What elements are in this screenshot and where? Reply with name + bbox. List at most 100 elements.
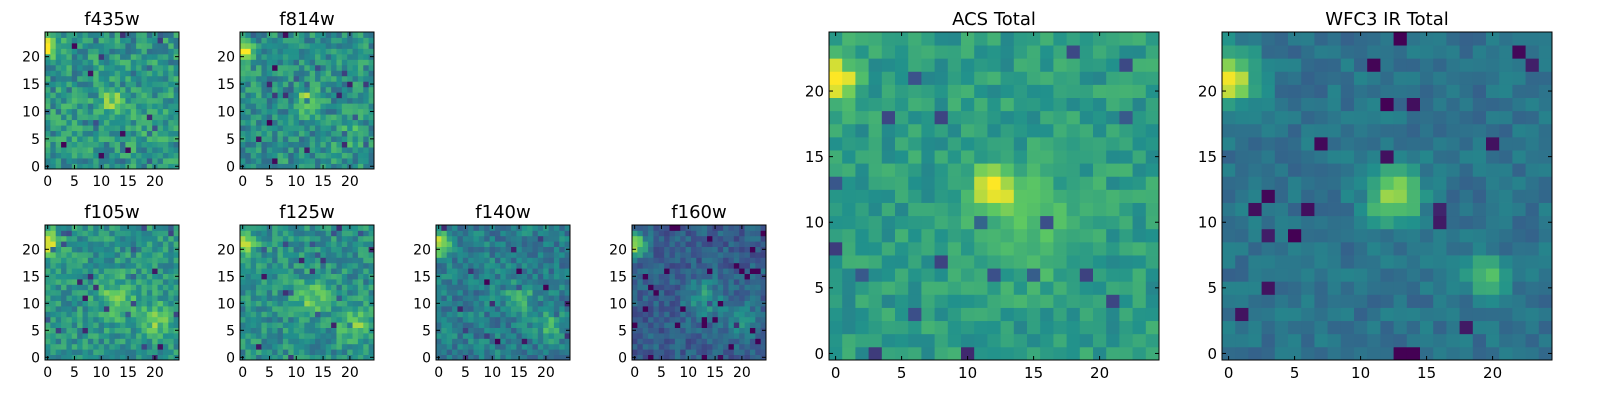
heatmap-cell (45, 322, 51, 328)
heatmap-cell (1000, 32, 1015, 46)
heatmap-cell (717, 289, 724, 296)
heatmap-cell (974, 71, 988, 85)
heatmap-cell (446, 262, 453, 269)
heatmap-cell (245, 289, 252, 296)
heatmap-cell (55, 147, 62, 153)
heatmap-cell (669, 354, 676, 361)
heatmap-cell (309, 252, 316, 258)
heatmap-cell (347, 136, 353, 142)
heatmap-cell (1132, 97, 1147, 112)
heatmap-cell (103, 289, 110, 296)
heatmap-cell (537, 268, 544, 274)
heatmap-cell (1301, 268, 1315, 282)
heatmap-cell (1274, 333, 1289, 348)
heatmap-cell (168, 268, 175, 274)
heatmap-cell (1288, 307, 1302, 322)
heatmap-cell (71, 327, 78, 334)
heatmap-cell (261, 262, 268, 269)
heatmap-cell (755, 235, 762, 242)
heatmap-cell (250, 311, 257, 318)
heatmap-cell (309, 295, 316, 301)
heatmap-cell (1525, 268, 1540, 282)
heatmap-cell (707, 289, 713, 296)
heatmap-cell (157, 311, 164, 318)
heatmap-cell (755, 327, 762, 334)
heatmap-cell (98, 279, 105, 285)
heatmap-cell (733, 284, 740, 291)
heatmap-cell (1119, 163, 1133, 177)
heatmap-cell (637, 225, 644, 231)
heatmap-cell (304, 295, 311, 301)
heatmap-cell (152, 262, 158, 269)
heatmap-cell (494, 279, 501, 285)
heatmap-cell (543, 273, 549, 280)
heatmap-cell (352, 108, 359, 115)
heatmap-cell (642, 246, 649, 253)
heatmap-cell (245, 311, 252, 318)
heatmap-cell (109, 86, 116, 93)
heatmap-cell (1393, 176, 1408, 190)
heatmap-cell (245, 152, 252, 159)
heatmap-cell (157, 158, 164, 164)
heatmap-cell (336, 273, 343, 280)
heatmap-cell (895, 45, 909, 59)
heatmap-cell (61, 295, 67, 301)
heatmap-cell (77, 311, 83, 318)
heatmap-cell (680, 333, 686, 339)
heatmap-cell (272, 306, 278, 312)
heatmap-cell (446, 284, 453, 291)
heatmap-cell (842, 123, 856, 138)
heatmap-cell (494, 273, 501, 280)
heatmap-cell (961, 320, 975, 335)
heatmap-cell (347, 75, 353, 82)
heatmap-cell (1066, 58, 1081, 72)
heatmap-cell (277, 257, 284, 264)
heatmap-cell (87, 349, 94, 355)
heatmap-cell (331, 343, 337, 350)
heatmap-cell (325, 311, 332, 318)
heatmap-cell (331, 86, 337, 93)
heatmap-cell (152, 59, 158, 66)
heatmap-cell (527, 225, 533, 231)
heatmap-cell (680, 273, 686, 280)
heatmap-cell (1446, 281, 1460, 295)
heatmap-cell (1040, 307, 1054, 322)
heatmap-cell (1093, 189, 1107, 203)
heatmap-cell (468, 268, 474, 274)
heatmap-cell (1119, 84, 1133, 98)
heatmap-cell (352, 273, 359, 280)
heatmap-cell (1327, 281, 1342, 295)
heatmap-cell (82, 53, 89, 60)
heatmap-cell (66, 235, 73, 242)
heatmap-cell (352, 295, 359, 301)
heatmap-cell (304, 343, 311, 350)
heatmap-cell (120, 70, 126, 77)
heatmap-cell (446, 235, 453, 242)
heatmap-cell (98, 300, 105, 307)
heatmap-cell (642, 273, 649, 280)
heatmap-cell (632, 262, 638, 269)
heatmap-cell (855, 241, 869, 256)
heatmap-cell (173, 86, 180, 93)
heatmap-cell (680, 295, 686, 301)
x-tick-label: 15 (314, 365, 332, 381)
heatmap-cell (1222, 228, 1236, 243)
heatmap-cell (1327, 215, 1342, 230)
heatmap-cell (352, 230, 359, 237)
heatmap-cell (1000, 150, 1015, 164)
heatmap-cell (162, 279, 169, 285)
heatmap-cell (707, 235, 713, 242)
heatmap-cell (1145, 32, 1160, 46)
heatmap-cell (293, 333, 300, 339)
heatmap-cell (320, 268, 327, 274)
heatmap-cell (336, 262, 343, 269)
heatmap-cell (98, 306, 105, 312)
heatmap-cell (895, 150, 909, 164)
heatmap-cell (71, 284, 78, 291)
heatmap-cell (363, 246, 370, 253)
heatmap-cell (728, 241, 735, 247)
heatmap-cell (320, 284, 327, 291)
heatmap-cell (881, 307, 896, 322)
heatmap-cell (162, 241, 169, 247)
heatmap-cell (87, 75, 94, 82)
